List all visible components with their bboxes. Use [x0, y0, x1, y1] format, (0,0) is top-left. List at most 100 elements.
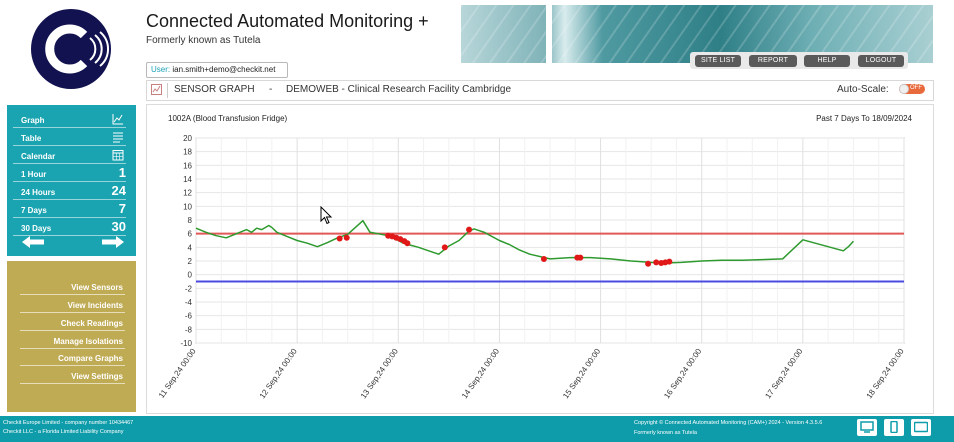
x-tick-label: 11 Sep,24 00:00	[157, 347, 198, 400]
alarm-point	[343, 234, 350, 241]
sidebar-item-number: 24	[111, 183, 126, 198]
x-tick-label: 16 Sep,24 00:00	[662, 347, 703, 401]
footer	[0, 416, 954, 442]
temperature-series-line	[195, 219, 854, 264]
footer-formerly: Formerly known as Tutela	[634, 430, 697, 436]
y-tick-label: 2	[188, 257, 193, 266]
x-tick-label: 17 Sep,24 00:00	[763, 347, 804, 401]
sidebar-item-label: Calendar	[21, 152, 56, 161]
sidebar-item-1-hour[interactable]: 1 Hour 1	[13, 165, 126, 182]
view-sensors-link[interactable]: View Sensors	[20, 278, 125, 295]
sidebar-item-label: 24 Hours	[21, 188, 56, 197]
sidebar-item-number: 1	[118, 165, 126, 180]
link-label: Check Readings	[60, 319, 123, 328]
chart-sensor-label: 1002A (Blood Transfusion Fridge)	[168, 114, 288, 123]
compare-graphs-link[interactable]: Compare Graphs	[20, 349, 125, 366]
view-settings-link[interactable]: View Settings	[20, 367, 125, 384]
site-list-button[interactable]: SITE LIST	[695, 55, 741, 67]
graph-icon	[151, 84, 162, 95]
y-tick-label: 12	[183, 189, 192, 198]
link-label: View Sensors	[71, 283, 123, 292]
y-tick-label: -8	[185, 325, 193, 334]
arrow-left-icon[interactable]	[22, 236, 44, 248]
y-tick-label: 14	[183, 175, 192, 184]
user-box: User: ian.smith+demo@checkit.net	[146, 62, 288, 78]
logout-button[interactable]: LOGOUT	[858, 55, 904, 67]
y-tick-label: 4	[188, 243, 193, 252]
x-tick-label: 14 Sep,24 00:00	[460, 347, 501, 401]
footer-copyright: Copyright © Connected Automated Monitori…	[634, 420, 823, 426]
link-label: Manage Isolations	[53, 337, 123, 346]
sidebar-item-graph[interactable]: Graph	[13, 111, 126, 128]
app-subtitle: Formerly known as Tutela	[146, 35, 261, 46]
table-lines-icon	[113, 132, 123, 143]
y-tick-label: 6	[188, 230, 193, 239]
sidebar-item-number: 30	[111, 219, 126, 234]
arrow-right-icon[interactable]	[102, 236, 124, 248]
y-tick-label: 18	[183, 148, 192, 157]
desktop-view-button[interactable]	[857, 419, 877, 436]
y-tick-label: -2	[185, 284, 193, 293]
y-tick-label: -10	[180, 339, 192, 348]
alarm-point	[540, 255, 547, 262]
graph-header-bar	[146, 80, 934, 101]
link-label: Compare Graphs	[58, 354, 123, 363]
autoscale-state: OFF	[910, 85, 922, 91]
user-label: User:	[151, 65, 171, 74]
footer-company-line-2: Checkit LLC - a Florida Limited Liabilit…	[3, 429, 124, 435]
check-readings-link[interactable]: Check Readings	[20, 314, 125, 331]
sidebar-item-table[interactable]: Table	[13, 129, 126, 146]
report-button[interactable]: REPORT	[749, 55, 797, 67]
header-banner-image	[461, 5, 933, 63]
alarm-point	[577, 254, 584, 261]
sensor-chart: 1002A (Blood Transfusion Fridge) Past 7 …	[157, 114, 913, 401]
alarm-point	[404, 240, 411, 247]
alarm-point	[645, 260, 652, 267]
user-email: ian.smith+demo@checkit.net	[172, 65, 276, 74]
site-name: DEMOWEB - Clinical Research Facility Cam…	[286, 84, 512, 95]
mouse-cursor-icon	[320, 206, 333, 225]
y-tick-label: 10	[183, 202, 192, 211]
y-tick-label: -4	[185, 298, 193, 307]
graph-title: SENSOR GRAPH	[174, 84, 255, 95]
help-button[interactable]: HELP	[804, 55, 850, 67]
sidebar-item-label: Table	[21, 134, 42, 143]
graph-title-separator: -	[269, 84, 273, 95]
alarm-point	[653, 259, 660, 266]
sidebar-view-panel	[7, 105, 136, 256]
checkit-logo	[31, 9, 111, 89]
x-tick-label: 12 Sep,24 00:00	[258, 347, 299, 401]
sidebar-item-label: 1 Hour	[21, 170, 47, 179]
link-label: View Incidents	[67, 301, 123, 310]
alarm-point	[336, 235, 343, 242]
link-label: View Settings	[71, 372, 123, 381]
alarm-point	[466, 226, 473, 233]
view-incidents-link[interactable]: View Incidents	[20, 296, 125, 313]
footer-company-line-1: Checkit Europe Limited - company number …	[3, 420, 134, 426]
x-tick-label: 15 Sep,24 00:00	[561, 347, 602, 401]
sidebar-item-24-hours[interactable]: 24 Hours 24	[13, 183, 126, 200]
tablet-view-button[interactable]	[911, 419, 931, 436]
sidebar-links-panel	[7, 261, 136, 412]
y-tick-label: -6	[185, 312, 193, 321]
line-chart-icon	[112, 114, 123, 125]
sidebar-item-7-days[interactable]: 7 Days 7	[13, 201, 126, 218]
alarm-point	[441, 244, 448, 251]
mobile-icon	[890, 421, 898, 433]
mobile-view-button[interactable]	[884, 419, 904, 436]
y-tick-label: 0	[188, 271, 193, 280]
alarm-point	[666, 258, 673, 265]
chart-range-label: Past 7 Days To 18/09/2024	[816, 114, 912, 123]
calendar-icon	[112, 150, 124, 161]
manage-isolations-link[interactable]: Manage Isolations	[20, 332, 125, 349]
x-tick-label: 18 Sep,24 00:00	[865, 347, 906, 401]
sidebar-item-calendar[interactable]: Calendar	[13, 147, 126, 164]
desktop-icon	[860, 421, 874, 433]
tablet-icon	[914, 421, 928, 433]
sidebar-item-number: 7	[118, 201, 126, 216]
sidebar-item-label: 7 Days	[21, 206, 47, 215]
sidebar-item-30-days[interactable]: 30 Days 30	[13, 219, 126, 236]
autoscale-toggle[interactable]: OFF	[899, 84, 925, 94]
sidebar-item-label: Graph	[21, 116, 45, 125]
autoscale-label: Auto-Scale:	[837, 84, 889, 95]
